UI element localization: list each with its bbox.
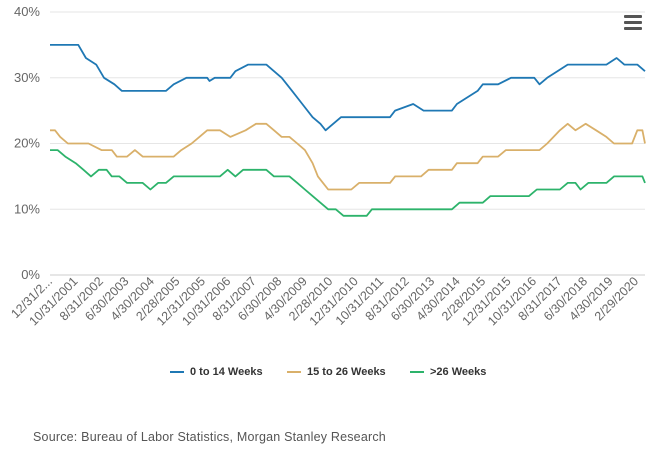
legend-label: 0 to 14 Weeks — [190, 366, 263, 378]
series-line-26-weeks — [50, 149, 646, 217]
legend-label: >26 Weeks — [430, 366, 487, 378]
legend-item-0-to-14-weeks[interactable]: 0 to 14 Weeks — [170, 366, 263, 378]
legend: 0 to 14 Weeks 15 to 26 Weeks >26 Weeks — [0, 366, 651, 386]
y-tick-label: 30% — [14, 70, 40, 85]
legend-swatch — [410, 371, 424, 373]
legend-item-over-26-weeks[interactable]: >26 Weeks — [410, 366, 486, 378]
y-tick-label: 20% — [14, 136, 40, 151]
source-note: Source: Bureau of Labor Statistics, Morg… — [33, 430, 386, 444]
series-line-15-to-26-weeks — [50, 122, 646, 191]
legend-label: 15 to 26 Weeks — [307, 366, 386, 378]
legend-swatch — [170, 371, 184, 373]
y-tick-label: 10% — [14, 201, 40, 216]
hamburger-menu-icon[interactable] — [620, 12, 646, 34]
series-line-0-to-14-weeks — [50, 44, 646, 132]
y-tick-label: 0% — [21, 267, 40, 282]
y-tick-label: 40% — [14, 4, 40, 19]
legend-item-15-to-26-weeks[interactable]: 15 to 26 Weeks — [287, 366, 386, 378]
legend-swatch — [287, 371, 301, 373]
